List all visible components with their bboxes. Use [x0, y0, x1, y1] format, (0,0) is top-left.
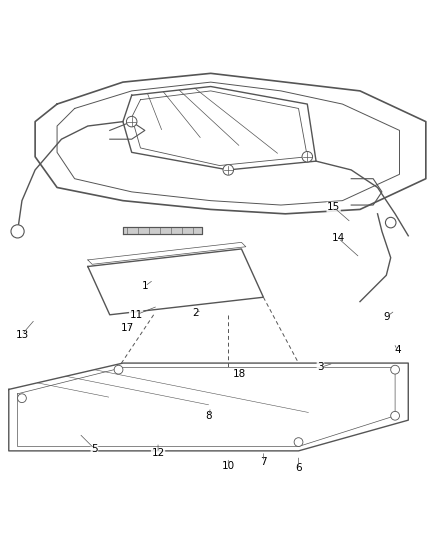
Circle shape	[11, 225, 24, 238]
Text: 15: 15	[326, 202, 339, 212]
Circle shape	[223, 165, 233, 175]
Circle shape	[390, 411, 399, 420]
Text: 17: 17	[120, 323, 134, 333]
Text: 1: 1	[141, 281, 148, 291]
Circle shape	[293, 438, 302, 447]
Circle shape	[385, 217, 395, 228]
Text: 10: 10	[221, 461, 234, 471]
Text: 7: 7	[259, 457, 266, 467]
Text: 9: 9	[382, 312, 389, 322]
Text: 12: 12	[151, 448, 164, 458]
Text: 11: 11	[129, 310, 142, 320]
Text: 5: 5	[91, 443, 98, 454]
Circle shape	[301, 151, 312, 162]
Text: 18: 18	[232, 369, 245, 379]
Circle shape	[114, 365, 123, 374]
Text: 4: 4	[393, 345, 400, 355]
Text: 6: 6	[294, 463, 301, 473]
Text: 2: 2	[191, 308, 198, 318]
Text: 8: 8	[205, 411, 212, 421]
Text: 13: 13	[15, 329, 28, 340]
Circle shape	[390, 365, 399, 374]
Text: 3: 3	[316, 362, 323, 373]
Text: 14: 14	[331, 233, 344, 243]
Circle shape	[18, 394, 26, 402]
Circle shape	[126, 116, 137, 127]
